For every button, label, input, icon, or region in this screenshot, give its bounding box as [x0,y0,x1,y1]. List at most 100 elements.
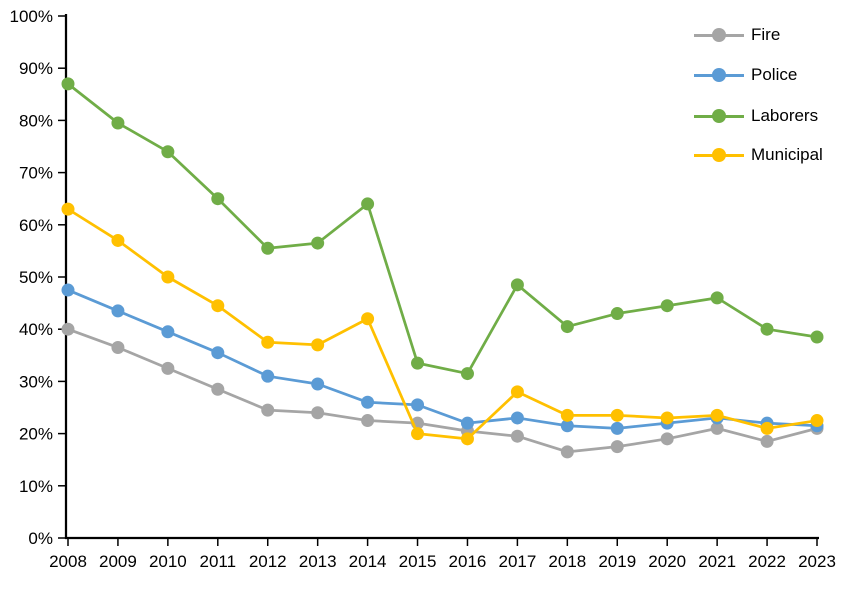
legend-label-laborers: Laborers [751,106,819,125]
data-point-fire [211,382,225,396]
data-point-municipal [510,385,524,399]
y-axis-label: 10% [19,477,53,496]
data-point-municipal [61,202,75,216]
data-point-laborers [261,241,275,255]
data-point-police [211,346,225,360]
data-point-fire [261,403,275,417]
data-point-laborers [560,320,574,334]
y-axis-label: 40% [19,320,53,339]
x-axis-label: 2009 [99,552,137,571]
legend-item-police: Police [694,61,797,89]
data-point-fire [111,340,125,354]
data-point-laborers [810,330,824,344]
data-point-municipal [810,414,824,428]
data-point-municipal [261,335,275,349]
data-point-laborers [510,278,524,292]
x-axis-label: 2018 [548,552,586,571]
data-point-fire [361,414,375,428]
fire-line-marker-icon [694,28,744,42]
data-point-municipal [660,411,674,425]
series-line-fire [66,327,819,454]
municipal-line-marker-icon [694,148,744,162]
x-axis-label: 2015 [399,552,437,571]
legend-item-laborers: Laborers [694,102,818,130]
data-point-fire [510,429,524,443]
series-line-municipal [66,207,819,441]
y-axis-label: 0% [28,529,53,548]
data-point-laborers [211,192,225,206]
y-axis-label: 80% [19,111,53,130]
y-axis-label: 70% [19,164,53,183]
y-axis-label: 90% [19,59,53,78]
police-line-marker-icon [694,68,744,82]
data-point-police [510,411,524,425]
y-axis-label: 20% [19,425,53,444]
data-point-municipal [560,408,574,422]
data-point-police [311,377,325,391]
x-axis-label: 2020 [648,552,686,571]
data-point-police [261,369,275,383]
data-point-municipal [411,427,425,441]
data-point-police [460,416,474,430]
data-point-laborers [311,236,325,250]
data-point-fire [710,421,724,435]
x-axis-label: 2022 [748,552,786,571]
data-point-police [111,304,125,318]
data-point-fire [560,445,574,459]
x-axis-label: 2011 [200,552,237,571]
legend-item-municipal: Municipal [694,141,823,169]
data-point-laborers [660,299,674,313]
x-axis-label: 2021 [698,552,736,571]
legend-item-fire: Fire [694,21,780,49]
data-point-municipal [610,408,624,422]
data-point-laborers [361,197,375,211]
y-axis-label: 30% [19,372,53,391]
x-axis-label: 2013 [299,552,337,571]
data-point-fire [760,434,774,448]
data-point-fire [61,322,75,336]
y-axis-label: 50% [19,268,53,287]
legend-label-police: Police [751,65,798,84]
data-point-police [61,283,75,297]
data-point-laborers [411,356,425,370]
data-point-police [361,395,375,409]
data-point-fire [311,406,325,420]
data-point-municipal [111,233,125,247]
data-point-fire [610,440,624,454]
x-axis-label: 2023 [798,552,836,571]
data-point-fire [660,432,674,446]
data-point-laborers [111,116,125,130]
data-point-police [560,419,574,433]
data-point-police [161,325,175,339]
data-point-police [411,398,425,412]
data-point-municipal [311,338,325,352]
data-point-laborers [161,145,175,159]
x-axis-label: 2017 [498,552,536,571]
series-line-laborers [66,82,819,375]
x-axis-label: 2008 [49,552,87,571]
x-axis-label: 2010 [149,552,187,571]
laborers-line-marker-icon [694,109,744,123]
data-point-municipal [361,312,375,326]
data-point-municipal [211,299,225,313]
data-point-laborers [760,322,774,336]
data-point-municipal [710,408,724,422]
data-point-laborers [460,367,474,381]
series-line-police [66,288,819,430]
x-axis-label: 2012 [249,552,287,571]
data-point-laborers [610,307,624,321]
x-axis-label: 2019 [598,552,636,571]
y-axis-label: 60% [19,216,53,235]
y-axis-label: 100% [10,7,53,26]
data-point-police [610,421,624,435]
x-axis-label: 2016 [449,552,487,571]
data-point-municipal [760,421,774,435]
data-point-laborers [710,291,724,305]
data-point-municipal [460,432,474,446]
data-point-laborers [61,77,75,91]
legend-label-municipal: Municipal [751,145,823,164]
data-point-fire [161,361,175,375]
x-axis-label: 2014 [349,552,387,571]
